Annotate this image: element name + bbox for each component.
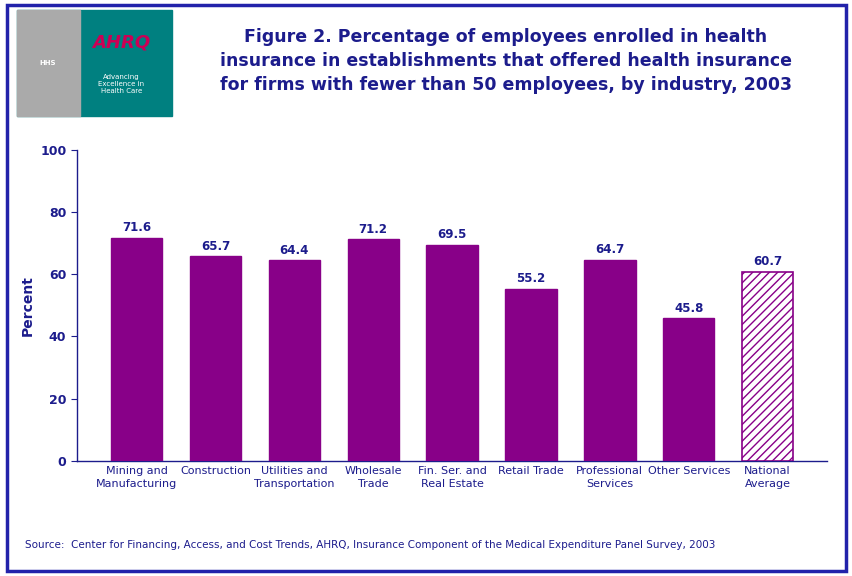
Bar xyxy=(268,260,320,461)
Bar xyxy=(189,256,241,461)
Bar xyxy=(111,238,162,461)
Text: 65.7: 65.7 xyxy=(200,240,230,253)
Bar xyxy=(741,272,792,461)
Text: Figure 2. Percentage of employees enrolled in health
insurance in establishments: Figure 2. Percentage of employees enroll… xyxy=(220,28,791,94)
Text: 55.2: 55.2 xyxy=(515,272,545,285)
Text: 64.7: 64.7 xyxy=(595,243,624,256)
Bar xyxy=(662,319,714,461)
FancyBboxPatch shape xyxy=(17,10,171,116)
Text: 45.8: 45.8 xyxy=(673,302,703,314)
Text: 71.2: 71.2 xyxy=(359,222,388,236)
FancyBboxPatch shape xyxy=(17,10,79,116)
Text: AHRQ: AHRQ xyxy=(92,33,150,52)
Text: 69.5: 69.5 xyxy=(437,228,466,241)
Text: 71.6: 71.6 xyxy=(122,221,151,234)
Bar xyxy=(347,240,399,461)
Bar xyxy=(426,245,477,461)
Bar xyxy=(504,289,556,461)
Text: HHS: HHS xyxy=(39,60,56,66)
Y-axis label: Percent: Percent xyxy=(20,275,35,336)
Text: Source:  Center for Financing, Access, and Cost Trends, AHRQ, Insurance Componen: Source: Center for Financing, Access, an… xyxy=(26,540,715,550)
Text: 64.4: 64.4 xyxy=(279,244,308,257)
Bar xyxy=(584,260,635,461)
Text: 60.7: 60.7 xyxy=(752,255,781,268)
Text: Advancing
Excellence in
Health Care: Advancing Excellence in Health Care xyxy=(98,74,144,94)
